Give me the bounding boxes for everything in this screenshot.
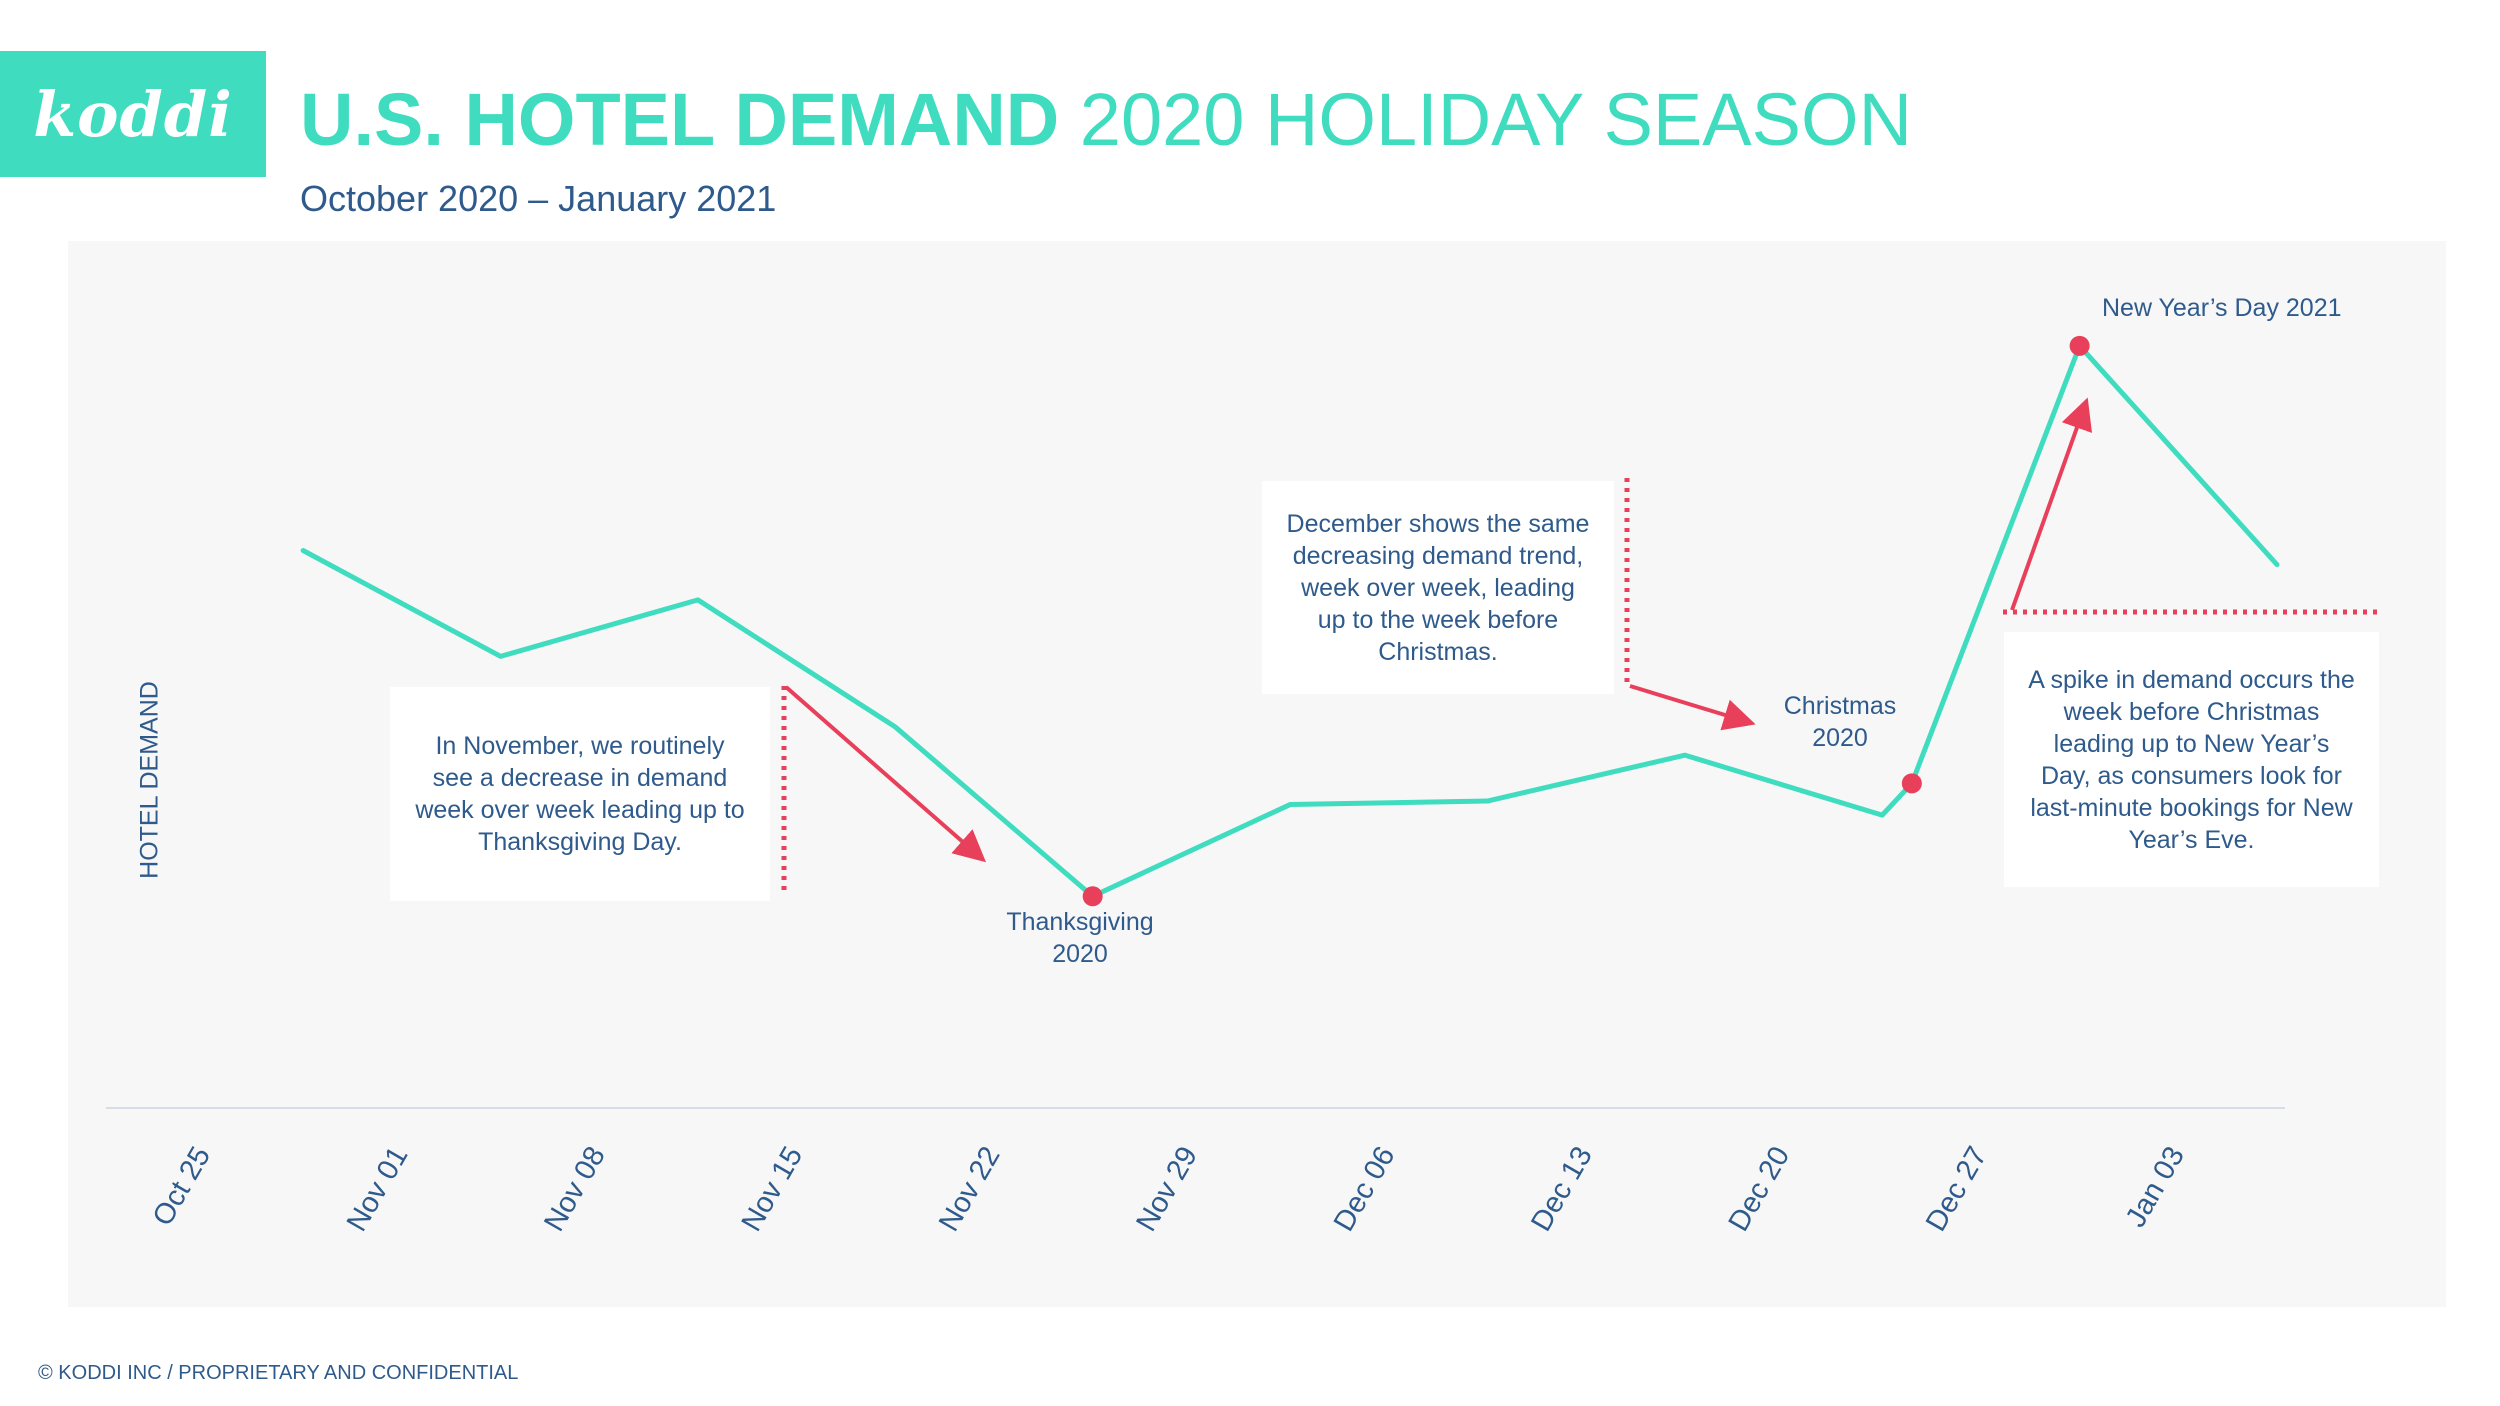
- annotation-spike-text: A spike in demand occurs the week before…: [2028, 665, 2355, 854]
- logo-text: koddi: [33, 77, 233, 151]
- annotation-connectors: [781, 397, 2380, 890]
- x-tick-label: Nov 15: [736, 1141, 810, 1237]
- spike-arrow: [2010, 397, 2093, 611]
- footer-confidential: © KODDI INC / PROPRIETARY AND CONFIDENTI…: [38, 1362, 519, 1384]
- x-axis: Oct 25 Nov 01 Nov 08 Nov 15 Nov 22 Nov 29 Dec …: [106, 1107, 2285, 1237]
- x-tick-label: Nov 08: [538, 1141, 612, 1237]
- title-bold: U.S. HOTEL DEMAND: [300, 78, 1060, 161]
- point-label-new-years: New Year’s Day 2021: [2102, 294, 2342, 322]
- x-tick-label: Dec 13: [1525, 1141, 1599, 1237]
- point-label-christmas: Christmas 2020: [1783, 692, 1897, 752]
- y-axis-label: HOTEL DEMAND: [135, 681, 164, 879]
- x-tick-label: Nov 22: [933, 1141, 1007, 1237]
- brand-logo: koddi: [0, 51, 266, 177]
- series-line: [300, 343, 2280, 899]
- annotation-december-text: December shows the same decreasing deman…: [1286, 509, 1590, 666]
- x-tick-label: Nov 01: [341, 1141, 415, 1237]
- page-subtitle: October 2020 – January 2021: [300, 178, 777, 219]
- x-tick-label: Dec 20: [1723, 1141, 1797, 1237]
- x-tick-label: Nov 29: [1130, 1141, 1204, 1237]
- annotation-november-text: In November, we routinely see a decrease…: [415, 732, 745, 856]
- annotation-spike: A spike in demand occurs the week before…: [2004, 632, 2379, 887]
- page-title: U.S. HOTEL DEMAND 2020 HOLIDAY SEASON: [300, 70, 1912, 170]
- annotation-december: December shows the same decreasing deman…: [1262, 481, 1614, 694]
- highlight-point-0: [1082, 886, 1103, 907]
- highlight-point-2: [2069, 335, 2090, 356]
- x-tick-label: Oct 25: [147, 1141, 217, 1231]
- highlight-point-1: [1901, 773, 1922, 794]
- x-tick-label: Jan 03: [2120, 1141, 2191, 1232]
- plot-area: [300, 335, 2280, 907]
- point-label-thanksgiving: Thanksgiving 2020: [1006, 908, 1154, 968]
- x-tick-label: Dec 27: [1920, 1141, 1994, 1237]
- title-rest: 2020 HOLIDAY SEASON: [1079, 78, 1913, 161]
- x-tick-label: Dec 06: [1328, 1141, 1402, 1237]
- november-arrow: [784, 685, 987, 863]
- annotation-november: In November, we routinely see a decrease…: [390, 687, 770, 901]
- december-arrow: [1629, 684, 1756, 731]
